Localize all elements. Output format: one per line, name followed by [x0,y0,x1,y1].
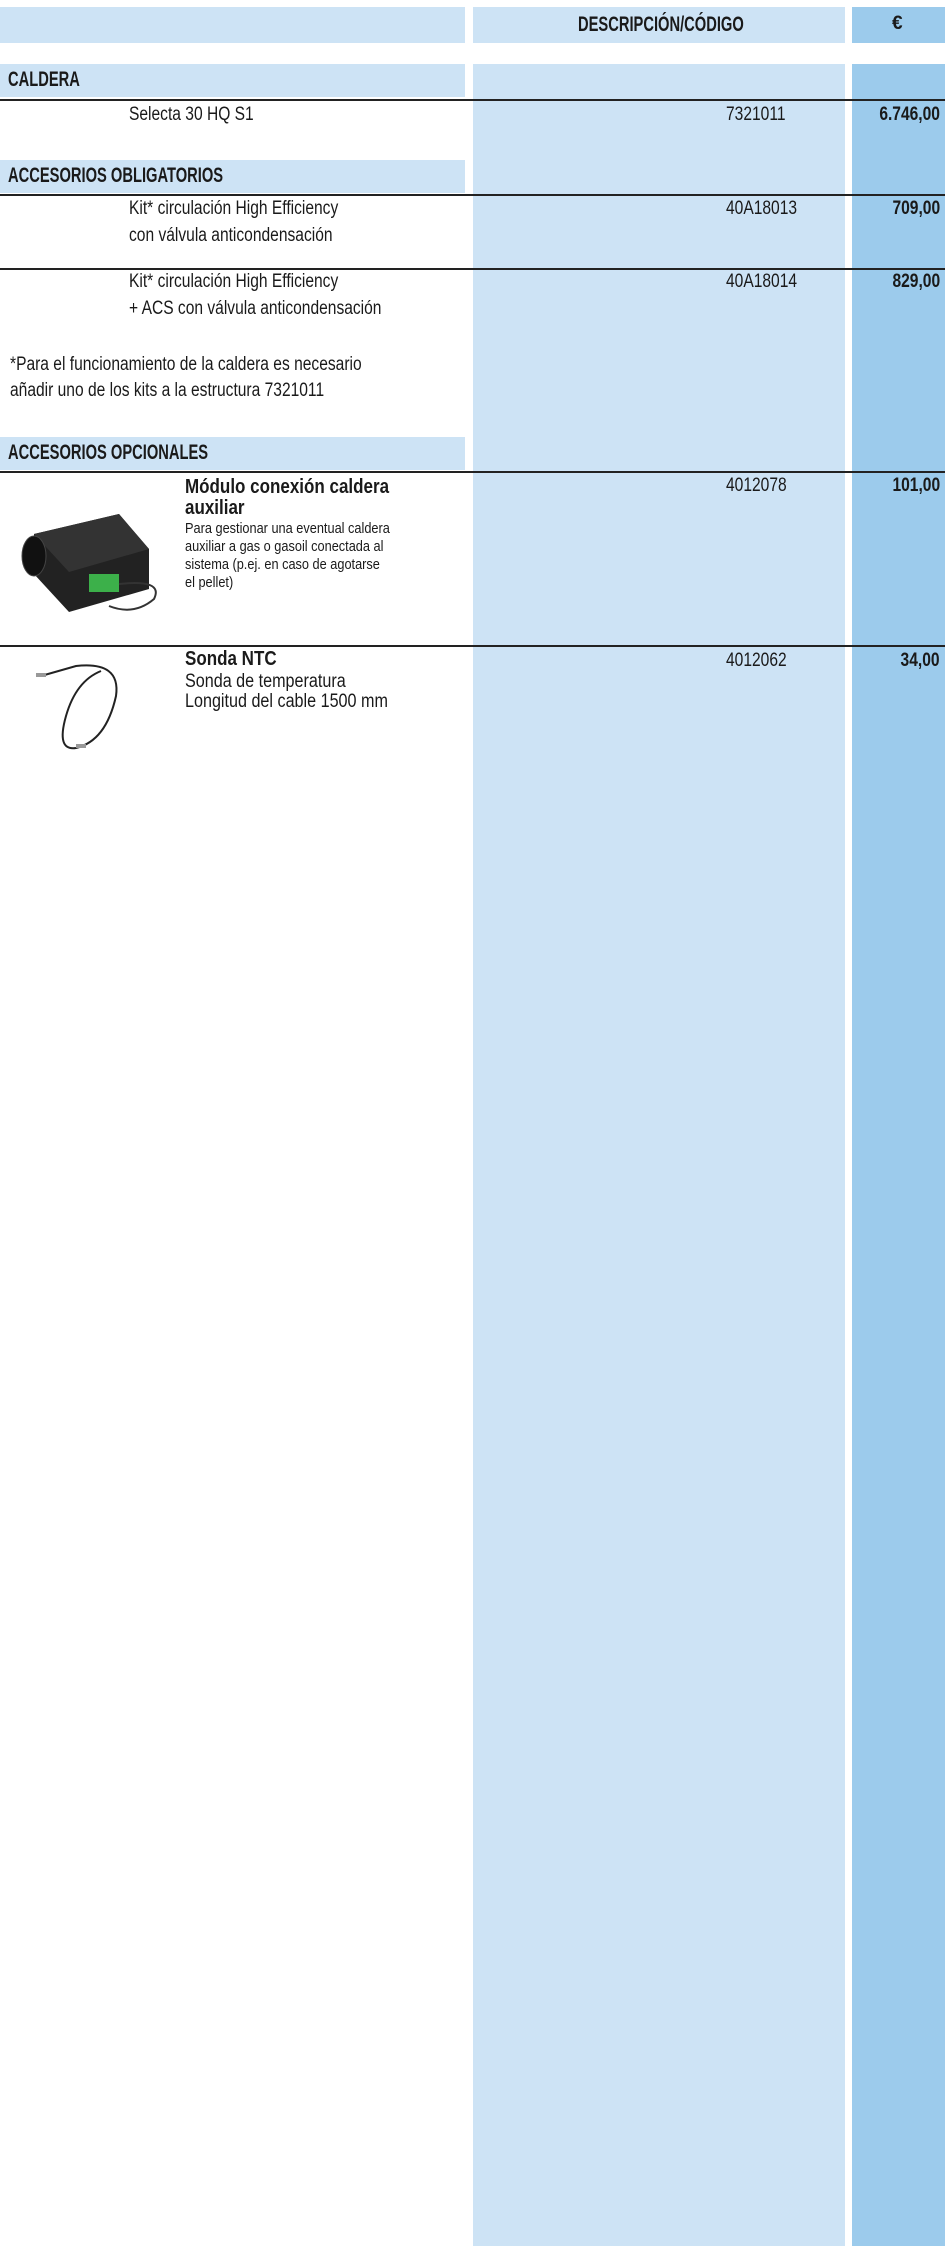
product-name: auxiliar [185,498,245,519]
section-title: CALDERA [8,68,80,92]
page: DESCRIPCIÓN/CÓDIGO € CALDERA Selecta 30 … [0,0,945,2246]
price: 829,00 [892,271,940,293]
rule [0,471,945,473]
description: Longitud del cable 1500 mm [185,692,388,712]
rule [0,99,945,101]
description: Kit* circulación High Efficiency [129,198,338,220]
code: 40A18014 [726,271,797,293]
note: *Para el funcionamiento de la caldera es… [10,354,362,376]
description: Sonda de temperatura [185,672,346,692]
product-name: Sonda NTC [185,649,277,670]
description: el pellet) [185,575,233,591]
price: 6.746,00 [879,104,940,126]
rule [0,194,945,196]
price-column [852,7,945,2246]
section-title: ACCESORIOS OPCIONALES [8,441,208,465]
rule [0,645,945,647]
description: Kit* circulación High Efficiency [129,271,338,293]
price: 101,00 [892,475,940,497]
col-header: DESCRIPCIÓN/CÓDIGO [578,13,744,37]
header-band [0,7,465,43]
product-image [14,494,174,619]
gap [852,43,945,64]
code: 4012078 [726,475,787,497]
note: añadir uno de los kits a la estructura 7… [10,380,324,402]
description: Selecta 30 HQ S1 [129,104,254,126]
price: 34,00 [901,650,940,672]
code: 4012062 [726,650,787,672]
gap [473,43,845,64]
rule [0,268,945,270]
product-name: Módulo conexión caldera [185,477,389,498]
description: sistema (p.ej. en caso de agotarse [185,557,380,573]
code: 40A18013 [726,198,797,220]
code: 7321011 [726,104,786,126]
description: con válvula anticondensación [129,225,333,247]
description: + ACS con válvula anticondensación [129,298,381,320]
description: Para gestionar una eventual caldera [185,521,390,537]
col-header: € [892,13,903,35]
code-column [473,7,845,2246]
section-title: ACCESORIOS OBLIGATORIOS [8,164,223,188]
description: auxiliar a gas o gasoil conectada al [185,539,383,555]
price: 709,00 [892,198,940,220]
product-image [36,656,136,752]
